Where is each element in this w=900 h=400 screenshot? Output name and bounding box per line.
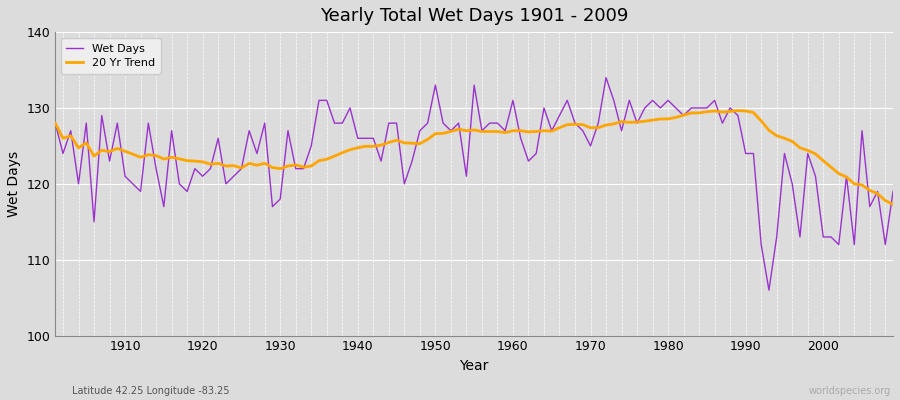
20 Yr Trend [283, 164, 293, 168]
Wet Days [112, 121, 122, 126]
Wet Days [500, 128, 510, 133]
20 Yr Trend [508, 128, 518, 133]
Y-axis label: Wet Days: Wet Days [7, 151, 21, 217]
20 Yr Trend [50, 121, 60, 126]
20 Yr Trend [733, 108, 743, 113]
X-axis label: Year: Year [460, 359, 489, 373]
Wet Days [50, 121, 60, 126]
Text: Latitude 42.25 Longitude -83.25: Latitude 42.25 Longitude -83.25 [72, 386, 230, 396]
20 Yr Trend [329, 154, 340, 158]
Wet Days [887, 189, 898, 194]
Wet Days [608, 98, 619, 103]
20 Yr Trend [887, 202, 898, 207]
20 Yr Trend [500, 130, 510, 135]
Line: 20 Yr Trend: 20 Yr Trend [55, 111, 893, 204]
Wet Days [763, 288, 774, 292]
Title: Yearly Total Wet Days 1901 - 2009: Yearly Total Wet Days 1901 - 2009 [320, 7, 628, 25]
20 Yr Trend [600, 123, 611, 128]
Wet Days [283, 128, 293, 133]
Wet Days [508, 98, 518, 103]
20 Yr Trend [112, 146, 122, 151]
Text: worldspecies.org: worldspecies.org [809, 386, 891, 396]
Legend: Wet Days, 20 Yr Trend: Wet Days, 20 Yr Trend [61, 38, 160, 74]
Wet Days [329, 121, 340, 126]
Line: Wet Days: Wet Days [55, 78, 893, 290]
Wet Days [600, 75, 611, 80]
